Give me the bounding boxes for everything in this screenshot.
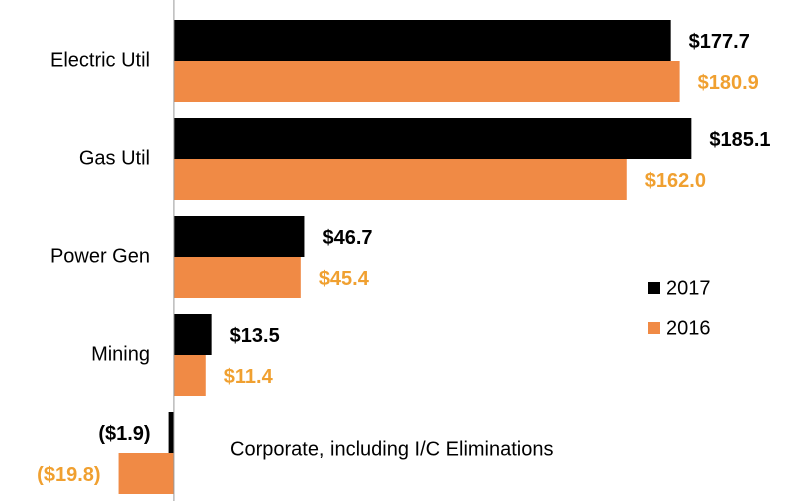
value-label: $185.1 xyxy=(709,129,770,151)
legend-swatch xyxy=(648,322,660,334)
category-label: Electric Util xyxy=(50,49,150,71)
value-label: $11.4 xyxy=(224,366,274,388)
value-label: ($1.9) xyxy=(98,423,150,445)
bar xyxy=(173,118,692,159)
bar xyxy=(173,61,680,102)
bar xyxy=(173,257,301,298)
bar xyxy=(173,216,305,257)
bar xyxy=(173,314,212,355)
category-label: Mining xyxy=(91,343,150,365)
annotation: Corporate, including I/C Eliminations xyxy=(230,438,554,460)
legend-label: 2016 xyxy=(666,317,711,339)
bar xyxy=(168,412,174,453)
legend-swatch xyxy=(648,282,660,294)
bar xyxy=(118,453,174,494)
value-label: $162.0 xyxy=(645,170,706,192)
value-label: $180.9 xyxy=(698,72,759,94)
value-label: $177.7 xyxy=(689,31,750,53)
value-label: $46.7 xyxy=(322,227,372,249)
bar xyxy=(173,159,627,200)
bar xyxy=(173,20,671,61)
value-label: $13.5 xyxy=(230,325,280,347)
value-label: $45.4 xyxy=(319,268,370,290)
legend-label: 2017 xyxy=(666,277,711,299)
category-label: Gas Util xyxy=(79,147,150,169)
value-label: ($19.8) xyxy=(37,464,100,486)
category-label: Power Gen xyxy=(50,245,150,267)
bar xyxy=(173,355,206,396)
